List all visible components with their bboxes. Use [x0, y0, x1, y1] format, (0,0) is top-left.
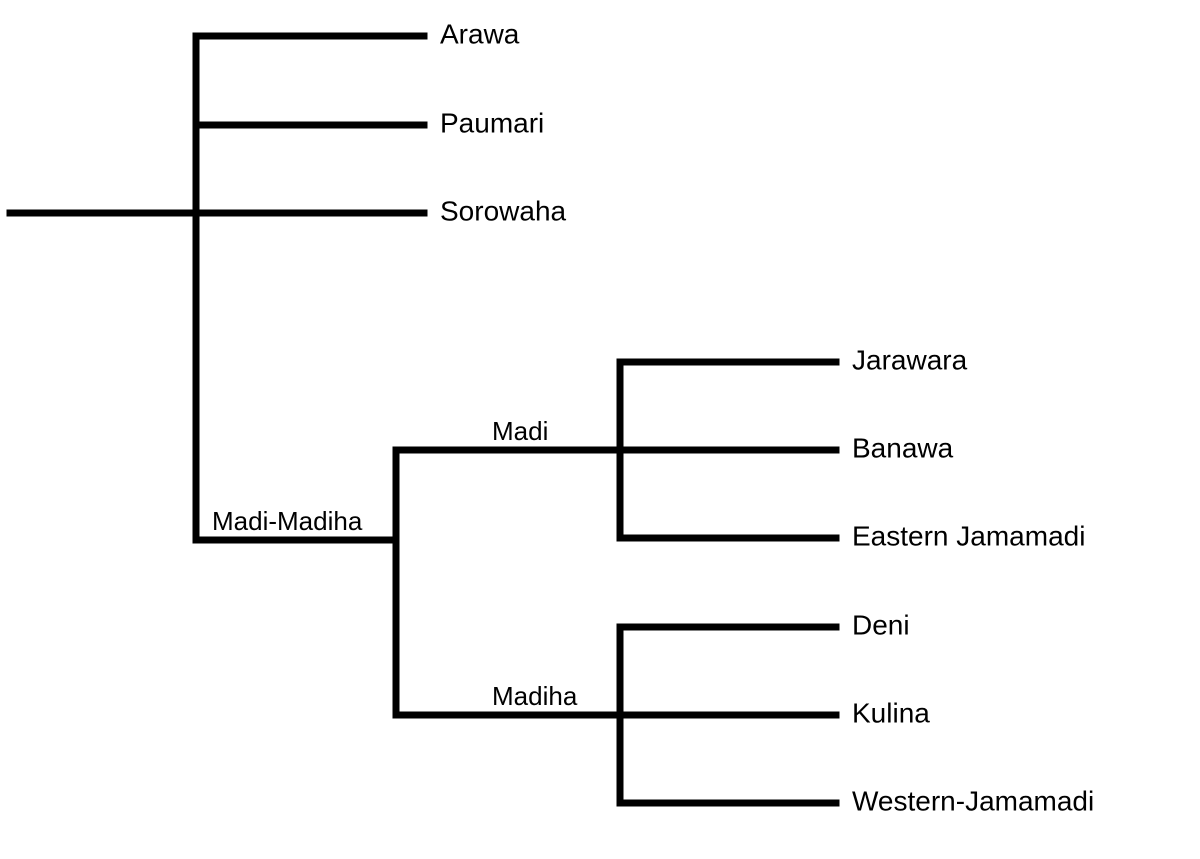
node-label-madiha: Madiha	[492, 681, 578, 711]
leaf-label-jarawara: Jarawara	[852, 344, 968, 375]
leaf-label-arawa: Arawa	[440, 18, 520, 49]
leaf-label-kulina: Kulina	[852, 697, 930, 728]
leaf-label-banawa: Banawa	[852, 432, 954, 463]
node-label-madi: Madi	[492, 416, 548, 446]
phylogenetic-tree: Madi-Madiha Madi Madiha Arawa Paumari Sorowah…	[0, 0, 1200, 859]
leaf-label-paumari: Paumari	[440, 107, 544, 138]
node-label-madi_madiha: Madi-Madiha	[212, 506, 363, 536]
leaf-label-sorowaha: Sorowaha	[440, 195, 567, 226]
leaf-label-western_jamamadi: Western-Jamamadi	[852, 785, 1094, 816]
leaf-label-deni: Deni	[852, 609, 910, 640]
leaf-label-eastern_jamamadi: Eastern Jamamadi	[852, 520, 1085, 551]
